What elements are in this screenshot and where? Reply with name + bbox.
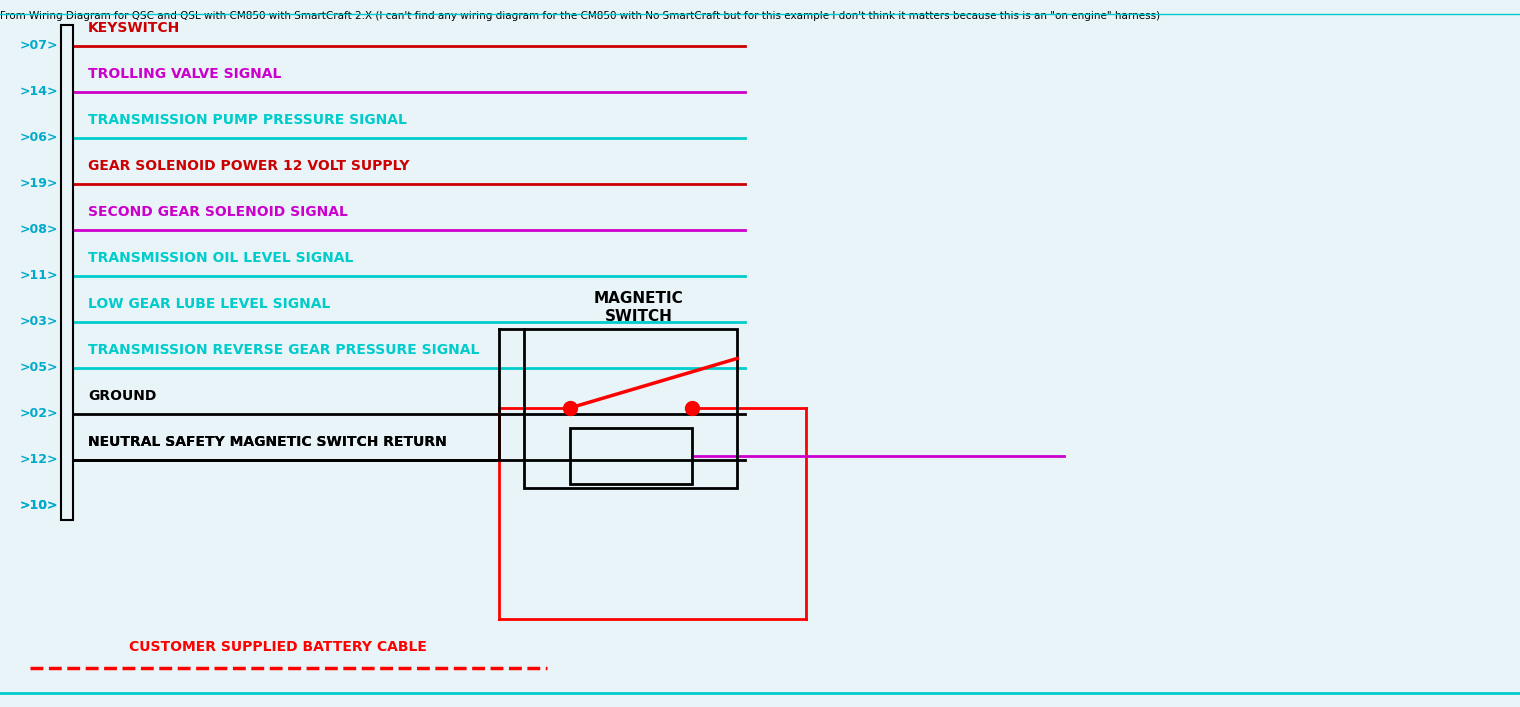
Text: LOW GEAR LUBE LEVEL SIGNAL: LOW GEAR LUBE LEVEL SIGNAL [88, 297, 330, 311]
Text: CUSTOMER SUPPLIED BATTERY CABLE: CUSTOMER SUPPLIED BATTERY CABLE [129, 640, 427, 654]
Text: >06>: >06> [20, 132, 58, 144]
Bar [570, 428, 692, 484]
Text: GEAR SOLENOID POWER 12 VOLT SUPPLY: GEAR SOLENOID POWER 12 VOLT SUPPLY [88, 159, 410, 173]
Text: >10>: >10> [20, 499, 58, 512]
Text: TROLLING VALVE SIGNAL: TROLLING VALVE SIGNAL [88, 67, 281, 81]
Text: TRANSMISSION PUMP PRESSURE SIGNAL: TRANSMISSION PUMP PRESSURE SIGNAL [88, 113, 407, 127]
Bar [61, 25, 73, 520]
Text: >19>: >19> [20, 177, 58, 190]
Text: >12>: >12> [20, 453, 58, 466]
Text: >11>: >11> [20, 269, 58, 282]
Text: KEYSWITCH: KEYSWITCH [88, 21, 181, 35]
Text: >03>: >03> [20, 315, 58, 328]
Text: TRANSMISSION OIL LEVEL SIGNAL: TRANSMISSION OIL LEVEL SIGNAL [88, 251, 354, 265]
Text: >07>: >07> [20, 40, 58, 52]
Text: >08>: >08> [20, 223, 58, 236]
Text: TRANSMISSION REVERSE GEAR PRESSURE SIGNAL: TRANSMISSION REVERSE GEAR PRESSURE SIGNA… [88, 343, 479, 357]
Bar [524, 329, 737, 488]
Text: >05>: >05> [20, 361, 58, 374]
Text: MAGNETIC
SWITCH: MAGNETIC SWITCH [593, 291, 684, 324]
Text: NEUTRAL SAFETY MAGNETIC SWITCH RETURN: NEUTRAL SAFETY MAGNETIC SWITCH RETURN [88, 435, 447, 449]
Text: NEUTRAL SAFETY MAGNETIC SWITCH RETURN: NEUTRAL SAFETY MAGNETIC SWITCH RETURN [88, 435, 447, 449]
Text: SECOND GEAR SOLENOID SIGNAL: SECOND GEAR SOLENOID SIGNAL [88, 205, 348, 219]
Text: From Wiring Diagram for QSC and QSL with CM850 with SmartCraft 2.X (I can't find: From Wiring Diagram for QSC and QSL with… [0, 11, 1160, 21]
Text: GROUND: GROUND [88, 389, 157, 403]
Text: >02>: >02> [20, 407, 58, 420]
Text: >10>: >10> [20, 499, 58, 512]
Text: >14>: >14> [20, 86, 58, 98]
